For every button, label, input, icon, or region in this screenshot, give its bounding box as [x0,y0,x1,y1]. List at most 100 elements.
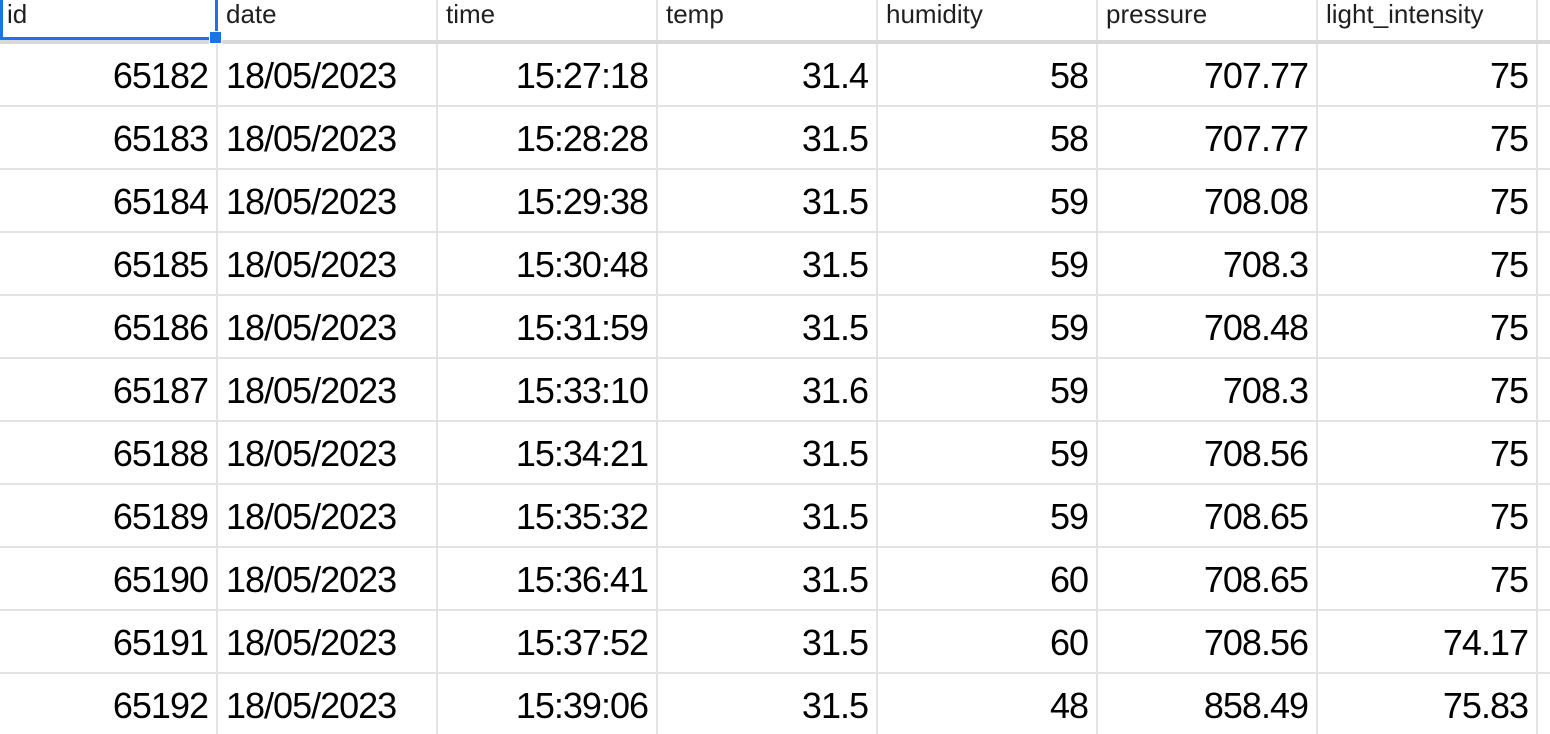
cell-time[interactable]: 15:34:21 [438,422,658,485]
cell-temp[interactable]: 31.5 [658,485,878,548]
cell-id[interactable]: 65189 [0,485,218,548]
cell-humidity[interactable]: 60 [878,548,1098,611]
cell-date[interactable]: 18/05/2023 [218,422,438,485]
cell-date[interactable]: 18/05/2023 [218,611,438,674]
cell-date[interactable]: 18/05/2023 [218,107,438,170]
cell-time[interactable]: 15:28:28 [438,107,658,170]
cell-light-intensity[interactable]: 75 [1318,548,1538,611]
cell-temp[interactable]: 31.5 [658,548,878,611]
cell-light-intensity[interactable]: 75 [1318,485,1538,548]
cell-light-intensity[interactable]: 75 [1318,44,1538,107]
cell-next-column[interactable] [1538,233,1550,296]
cell-light-intensity[interactable]: 75.83 [1318,674,1538,734]
cell-time[interactable]: 15:30:48 [438,233,658,296]
header-cell-time[interactable]: time [438,0,658,40]
header-cell-date[interactable]: date [218,0,438,40]
cell-light-intensity[interactable]: 75 [1318,170,1538,233]
cell-id[interactable]: 65183 [0,107,218,170]
cell-time[interactable]: 15:39:06 [438,674,658,734]
cell-pressure[interactable]: 708.56 [1098,422,1318,485]
cell-next-column[interactable] [1538,170,1550,233]
cell-temp[interactable]: 31.4 [658,44,878,107]
cell-pressure[interactable]: 708.3 [1098,233,1318,296]
header-cell-next-column[interactable] [1538,0,1550,40]
cell-humidity[interactable]: 60 [878,611,1098,674]
cell-date[interactable]: 18/05/2023 [218,485,438,548]
header-cell-light-intensity[interactable]: light_intensity [1318,0,1538,40]
cell-time[interactable]: 15:33:10 [438,359,658,422]
cell-pressure[interactable]: 708.65 [1098,548,1318,611]
cell-humidity[interactable]: 58 [878,44,1098,107]
cell-pressure[interactable]: 708.48 [1098,296,1318,359]
cell-time[interactable]: 15:37:52 [438,611,658,674]
cell-date[interactable]: 18/05/2023 [218,233,438,296]
cell-next-column[interactable] [1538,422,1550,485]
cell-light-intensity[interactable]: 75 [1318,107,1538,170]
cell-id[interactable]: 65187 [0,359,218,422]
cell-temp[interactable]: 31.5 [658,233,878,296]
cell-time[interactable]: 15:27:18 [438,44,658,107]
fill-handle[interactable] [209,31,222,44]
cell-humidity[interactable]: 59 [878,422,1098,485]
header-label: temp [666,0,724,29]
cell-id[interactable]: 65191 [0,611,218,674]
cell-next-column[interactable] [1538,296,1550,359]
cell-id[interactable]: 65190 [0,548,218,611]
cell-light-intensity[interactable]: 75 [1318,422,1538,485]
header-cell-humidity[interactable]: humidity [878,0,1098,40]
cell-next-column[interactable] [1538,107,1550,170]
cell-time[interactable]: 15:35:32 [438,485,658,548]
cell-temp[interactable]: 31.5 [658,170,878,233]
cell-pressure[interactable]: 707.77 [1098,107,1318,170]
cell-temp[interactable]: 31.6 [658,359,878,422]
cell-light-intensity[interactable]: 75 [1318,296,1538,359]
cell-humidity[interactable]: 58 [878,107,1098,170]
cell-time[interactable]: 15:36:41 [438,548,658,611]
cell-pressure[interactable]: 708.65 [1098,485,1318,548]
cell-next-column[interactable] [1538,674,1550,734]
cell-temp[interactable]: 31.5 [658,674,878,734]
cell-id[interactable]: 65188 [0,422,218,485]
cell-next-column[interactable] [1538,359,1550,422]
cell-time[interactable]: 15:29:38 [438,170,658,233]
cell-temp[interactable]: 31.5 [658,422,878,485]
cell-temp[interactable]: 31.5 [658,107,878,170]
cell-date[interactable]: 18/05/2023 [218,359,438,422]
cell-next-column[interactable] [1538,611,1550,674]
cell-date[interactable]: 18/05/2023 [218,674,438,734]
cell-humidity[interactable]: 59 [878,359,1098,422]
cell-id[interactable]: 65185 [0,233,218,296]
cell-id[interactable]: 65186 [0,296,218,359]
cell-next-column[interactable] [1538,485,1550,548]
cell-next-column[interactable] [1538,44,1550,107]
cell-pressure[interactable]: 707.77 [1098,44,1318,107]
cell-pressure[interactable]: 708.3 [1098,359,1318,422]
frozen-row-divider[interactable] [0,40,1550,44]
cell-next-column[interactable] [1538,548,1550,611]
header-cell-pressure[interactable]: pressure [1098,0,1318,40]
cell-humidity[interactable]: 48 [878,674,1098,734]
cell-humidity[interactable]: 59 [878,296,1098,359]
cell-temp[interactable]: 31.5 [658,611,878,674]
cell-time[interactable]: 15:31:59 [438,296,658,359]
cell-date[interactable]: 18/05/2023 [218,170,438,233]
cell-light-intensity[interactable]: 74.17 [1318,611,1538,674]
header-cell-temp[interactable]: temp [658,0,878,40]
cell-pressure[interactable]: 708.08 [1098,170,1318,233]
cell-pressure[interactable]: 708.56 [1098,611,1318,674]
cell-date[interactable]: 18/05/2023 [218,296,438,359]
cell-light-intensity[interactable]: 75 [1318,233,1538,296]
cell-temp[interactable]: 31.5 [658,296,878,359]
cell-humidity[interactable]: 59 [878,170,1098,233]
cell-humidity[interactable]: 59 [878,233,1098,296]
cell-date[interactable]: 18/05/2023 [218,548,438,611]
cell-date[interactable]: 18/05/2023 [218,44,438,107]
cell-humidity[interactable]: 59 [878,485,1098,548]
header-cell-id[interactable]: id [0,0,222,44]
cell-pressure[interactable]: 858.49 [1098,674,1318,734]
cell-id[interactable]: 65182 [0,44,218,107]
cell-light-intensity[interactable]: 75 [1318,359,1538,422]
cell-id[interactable]: 65184 [0,170,218,233]
cell-id[interactable]: 65192 [0,674,218,734]
